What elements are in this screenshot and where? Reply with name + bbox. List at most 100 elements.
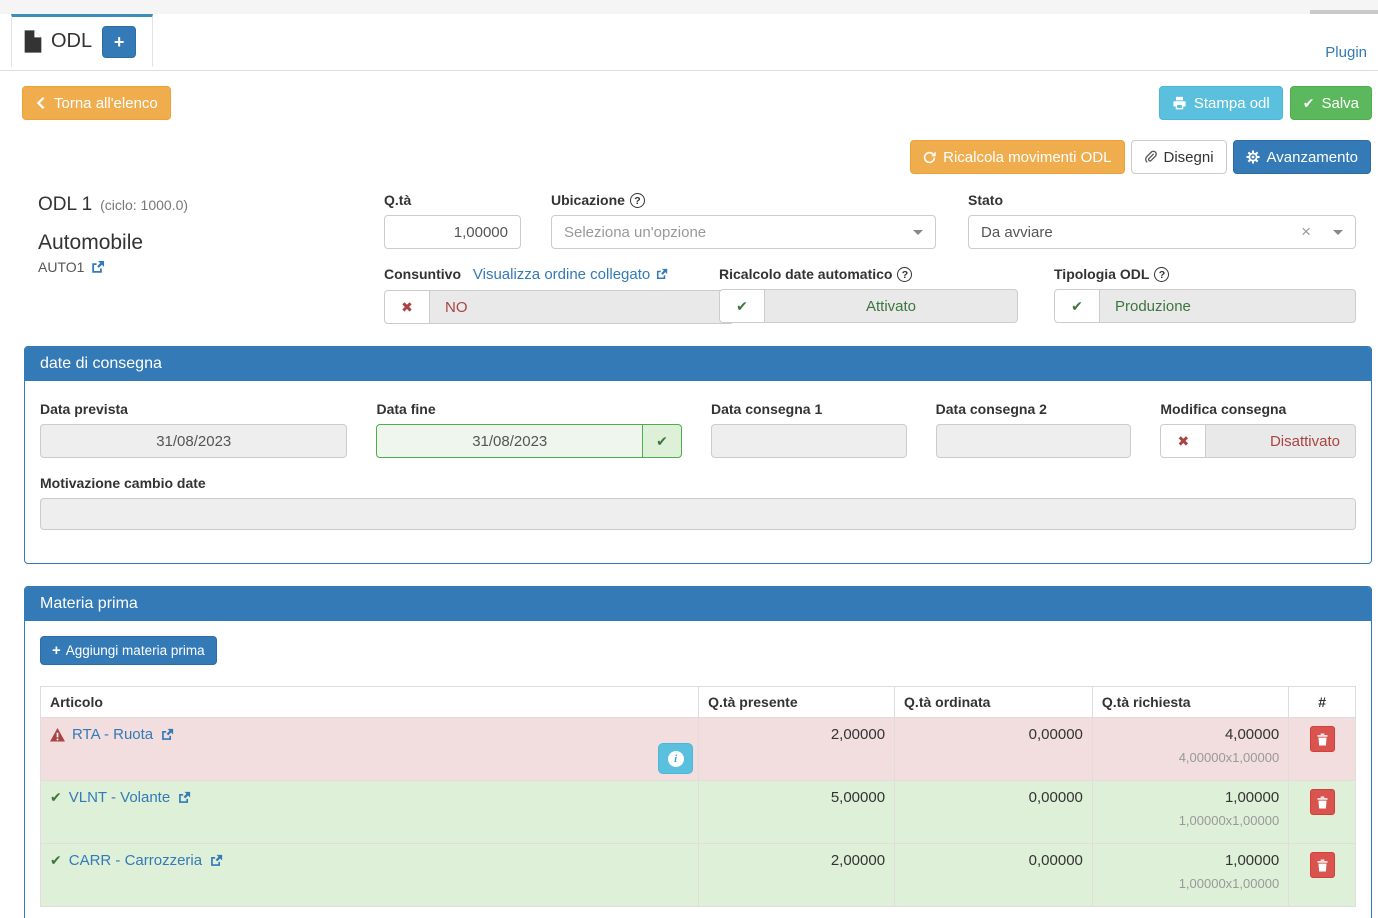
col-qta-ordinata: Q.tà ordinata — [894, 686, 1093, 718]
motivation-input[interactable] — [40, 498, 1356, 530]
location-select[interactable]: Seleziona un'opzione — [551, 215, 936, 249]
qta-ordinata-value: 0,00000 — [1028, 789, 1083, 806]
info-button[interactable]: i — [658, 743, 694, 774]
status-value: Da avviare — [981, 223, 1053, 241]
product-external-link-icon[interactable] — [90, 260, 105, 275]
data-consegna2-input[interactable] — [935, 424, 1132, 458]
tab-odl[interactable]: ODL + — [11, 14, 153, 67]
consuntivo-toggle[interactable]: ✖ NO — [384, 290, 734, 324]
consuntivo-value: NO — [430, 290, 734, 324]
linked-order-link[interactable]: Visualizza ordine collegato — [473, 266, 668, 283]
data-prevista-label: Data prevista — [40, 401, 128, 417]
delivery-panel-title: date di consegna — [25, 347, 1371, 381]
help-icon: ? — [1154, 267, 1170, 282]
qta-richiesta-detail: 1,00000x1,00000 — [1178, 813, 1280, 828]
odl-type-value: Produzione — [1100, 289, 1356, 323]
delete-row-button[interactable] — [1309, 789, 1335, 815]
recalc-movements-button[interactable]: Ricalcola movimenti ODL — [910, 140, 1125, 174]
article-link[interactable]: VLNT - Volante — [68, 789, 171, 806]
external-link-icon[interactable] — [160, 728, 174, 742]
qta-richiesta-value: 4,00000 — [1224, 726, 1280, 743]
add-material-button[interactable]: + Aggiungi materia prima — [40, 636, 217, 665]
external-link-icon[interactable] — [177, 791, 191, 805]
qta-ordinata-value: 0,00000 — [1028, 726, 1083, 743]
printer-icon — [1172, 96, 1187, 110]
tab-title: ODL — [51, 30, 93, 52]
data-prevista-input[interactable] — [40, 424, 348, 458]
qty-label: Q.tà — [384, 192, 412, 208]
location-placeholder: Seleziona un'opzione — [564, 223, 707, 241]
caret-down-icon — [1333, 229, 1343, 235]
qta-richiesta-detail: 4,00000x1,00000 — [1178, 750, 1280, 765]
data-fine-label: Data fine — [376, 401, 436, 417]
back-to-list-button[interactable]: Torna all'elenco — [22, 86, 171, 120]
col-qta-presente: Q.tà presente — [698, 686, 896, 718]
delete-row-button[interactable] — [1309, 852, 1335, 878]
check-icon: ✔ — [1054, 289, 1100, 323]
clear-icon[interactable]: × — [1301, 222, 1311, 241]
status-label: Stato — [968, 192, 1003, 208]
raw-materials-panel: Materia prima + Aggiungi materia prima A… — [24, 586, 1372, 918]
help-icon: ? — [897, 267, 913, 282]
materials-panel-title: Materia prima — [25, 587, 1371, 621]
top-strip — [0, 0, 1378, 14]
check-icon: ✔ — [642, 424, 682, 458]
location-label: Ubicazione — [551, 192, 625, 208]
status-select[interactable]: Da avviare × — [968, 215, 1356, 249]
help-icon: ? — [629, 193, 645, 208]
paperclip-icon — [1144, 150, 1157, 164]
table-row: ✔ VLNT - Volante 5,00000 0,00000 1,00000… — [39, 780, 1356, 844]
recalc-dates-label: Ricalcolo date automatico — [719, 266, 893, 282]
qty-input[interactable] — [384, 215, 521, 249]
save-button[interactable]: ✔ Salva — [1289, 86, 1372, 120]
plugin-link[interactable]: Plugin — [1325, 44, 1367, 61]
odl-type-toggle[interactable]: ✔ Produzione — [1054, 289, 1356, 323]
delete-row-button[interactable] — [1309, 726, 1335, 752]
add-odl-button[interactable]: + — [102, 25, 137, 58]
col-actions: # — [1288, 686, 1356, 718]
drawings-button[interactable]: Disegni — [1130, 140, 1227, 174]
caret-down-icon — [913, 229, 923, 235]
info-icon: i — [667, 750, 684, 767]
x-icon: ✖ — [1160, 424, 1207, 458]
warning-icon — [50, 727, 65, 742]
recalc-dates-value: Attivato — [765, 289, 1018, 323]
motivation-label: Motivazione cambio date — [40, 475, 206, 491]
external-link-icon[interactable] — [209, 854, 223, 868]
check-icon: ✔ — [50, 852, 62, 868]
secondary-toolbar: Ricalcola movimenti ODL Disegni Avanzame… — [0, 140, 1371, 174]
external-link-icon — [655, 268, 668, 281]
modifica-consegna-label: Modifica consegna — [1160, 401, 1287, 417]
table-row: ✔ CARR - Carrozzeria 2,00000 0,00000 1,0… — [39, 843, 1356, 907]
product-name: Automobile — [38, 231, 144, 254]
materials-table: Articolo Q.tà presente Q.tà ordinata Q.t… — [39, 686, 1356, 907]
modifica-consegna-value: Disattivato — [1206, 424, 1356, 458]
tab-bar: ODL + Plugin — [0, 14, 1378, 71]
print-odl-button[interactable]: Stampa odl — [1158, 86, 1283, 120]
article-link[interactable]: RTA - Ruota — [72, 726, 154, 743]
gear-icon — [1245, 150, 1260, 164]
horizontal-scrollbar-thumb[interactable] — [1310, 10, 1378, 14]
plus-icon: + — [52, 642, 61, 659]
odl-cycle: (ciclo: 1000.0) — [100, 197, 189, 213]
data-consegna1-input[interactable] — [710, 424, 907, 458]
article-link[interactable]: CARR - Carrozzeria — [68, 852, 203, 869]
delivery-dates-panel: date di consegna Data prevista Data fine… — [24, 346, 1372, 564]
document-icon — [23, 29, 43, 54]
qta-presente-value: 2,00000 — [830, 726, 886, 743]
check-icon: ✔ — [50, 789, 62, 805]
x-icon: ✖ — [384, 290, 430, 324]
modifica-consegna-toggle[interactable]: ✖ Disattivato — [1160, 424, 1356, 458]
data-consegna1-label: Data consegna 1 — [710, 401, 823, 417]
qta-richiesta-value: 1,00000 — [1224, 852, 1280, 869]
qta-ordinata-value: 0,00000 — [1028, 852, 1083, 869]
recalc-dates-toggle[interactable]: ✔ Attivato — [719, 289, 1018, 323]
product-code: AUTO1 — [38, 259, 85, 275]
odl-title: ODL 1 — [38, 194, 93, 215]
progress-button[interactable]: Avanzamento — [1232, 140, 1371, 174]
qta-presente-value: 5,00000 — [830, 789, 886, 806]
qta-richiesta-value: 1,00000 — [1224, 789, 1280, 806]
odl-type-label: Tipologia ODL — [1054, 266, 1150, 282]
table-row: RTA - Ruota i 2,00000 0,00000 4,00000 — [39, 717, 1356, 781]
data-fine-input[interactable] — [376, 424, 643, 458]
